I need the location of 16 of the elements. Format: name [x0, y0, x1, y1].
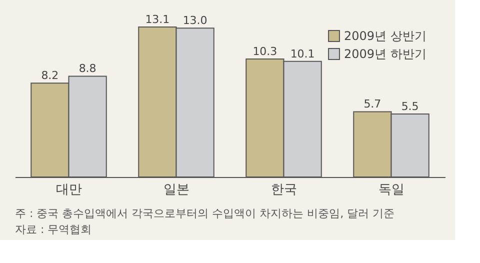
data-label: 5.7 [364, 98, 382, 111]
legend-label: 2009년 상반기 [344, 29, 426, 43]
text: 주 : 중국 총수입액에서 각국으로부터의 수입액이 차지하는 비중임, 달러 기준 [15, 207, 395, 220]
data-label: 10.3 [252, 45, 278, 58]
x-tick-label: 독일 [378, 182, 404, 198]
data-label: 10.1 [290, 47, 315, 60]
legend-label: 2009년 하반기 [344, 47, 426, 61]
text: 자료 : 무역협회 [15, 223, 92, 236]
data-label: 5.5 [401, 100, 419, 114]
data-label: 13.0 [182, 14, 208, 28]
x-tick-label: 일본 [163, 182, 190, 198]
data-label: 8.2 [41, 69, 59, 82]
data-label: 13.1 [145, 13, 170, 26]
x-tick-label: 한국 [270, 182, 297, 198]
x-tick-label: 대만 [56, 182, 82, 198]
data-label: 8.8 [78, 62, 96, 76]
